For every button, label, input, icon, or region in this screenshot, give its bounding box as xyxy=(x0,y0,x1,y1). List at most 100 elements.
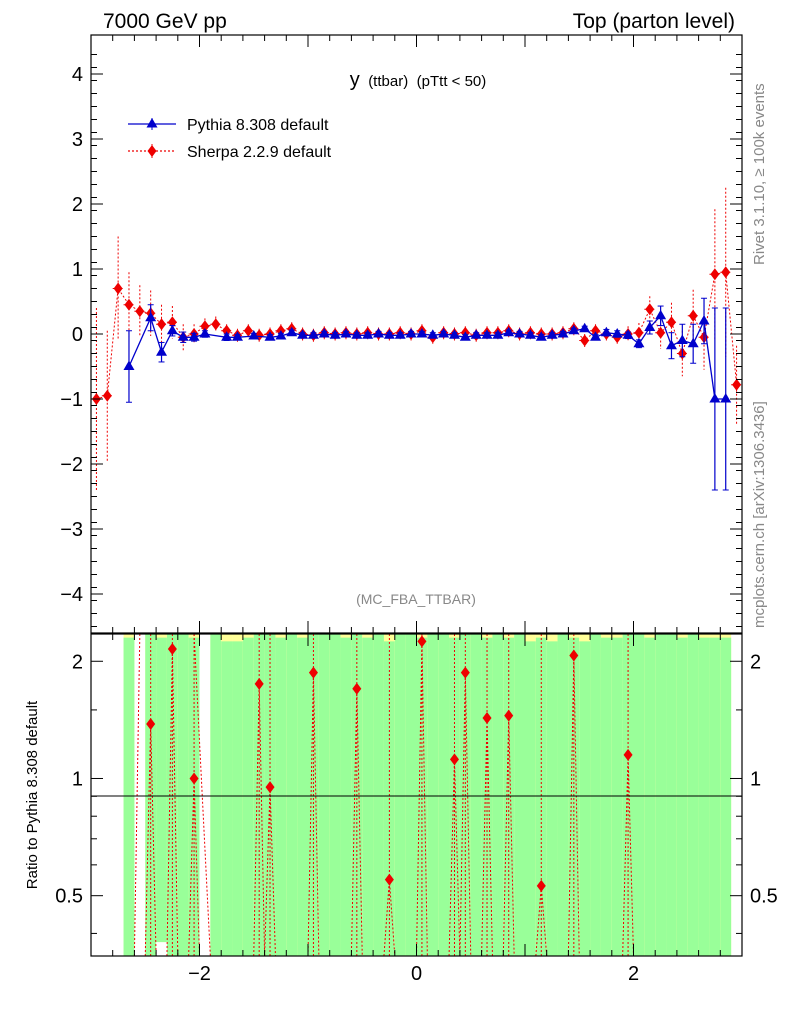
legend-pythia-marker xyxy=(146,118,158,128)
ratio-band-green xyxy=(210,634,222,956)
ratio-sherpa-segment xyxy=(508,715,515,956)
ratio-band-green xyxy=(676,637,688,956)
ratio-sherpa-edge xyxy=(193,634,211,956)
pythia-point xyxy=(177,331,189,341)
ratio-ylabel: Ratio to Pythia 8.308 default xyxy=(24,700,41,889)
rivet-label: Rivet 3.1.10, ≥ 100k events xyxy=(751,83,768,265)
ratio-sherpa-segment xyxy=(171,649,179,956)
pythia-point xyxy=(709,393,721,403)
ratio-band-green xyxy=(514,634,525,956)
ratio-sherpa-segment xyxy=(188,778,195,956)
pythia-point xyxy=(448,329,460,339)
ratio-band-green xyxy=(232,641,243,956)
ratio-sherpa-point xyxy=(384,873,394,886)
ratio-band-green xyxy=(188,637,200,956)
ratio-sherpa-point xyxy=(482,711,492,724)
sherpa-point xyxy=(666,316,676,329)
main-series xyxy=(91,187,742,491)
ratio-band-green xyxy=(373,634,384,956)
ratio-band-green xyxy=(405,634,417,956)
pythia-point xyxy=(199,328,211,338)
ratio-band-green xyxy=(535,637,547,956)
ratio-xtick-label: 0 xyxy=(411,963,422,985)
ratio-sherpa-segment xyxy=(166,649,173,956)
sherpa-point xyxy=(710,268,720,281)
pythia-point xyxy=(427,329,439,339)
header-right: Top (parton level) xyxy=(573,10,735,33)
pythia-point xyxy=(579,322,591,333)
pythia-point xyxy=(720,393,732,403)
legend-pythia-label: Pythia 8.308 default xyxy=(187,117,329,134)
legend-entry-sherpa: Sherpa 2.2.9 default xyxy=(128,144,332,161)
ratio-sherpa-segment xyxy=(312,672,320,956)
pythia-point xyxy=(297,329,309,339)
ratio-sherpa-segment xyxy=(356,688,363,956)
pythia-point xyxy=(492,329,504,339)
ratio-sherpa-segment xyxy=(627,754,634,956)
ratio-ytick-label-right: 0.5 xyxy=(750,886,778,908)
ratio-band-green xyxy=(286,634,298,956)
pythia-point xyxy=(307,329,319,339)
ratio-sherpa-point xyxy=(254,677,264,690)
ratio-band-green xyxy=(470,634,482,956)
ratio-band-green xyxy=(221,641,233,956)
pythia-point xyxy=(503,326,515,337)
main-ytick-label: −3 xyxy=(60,519,83,541)
pythia-point xyxy=(622,329,634,339)
pythia-point xyxy=(231,331,243,341)
sherpa-point xyxy=(135,305,145,318)
sherpa-point xyxy=(645,303,655,316)
ratio-sherpa-segment xyxy=(464,672,472,956)
ratio-sherpa-segment xyxy=(258,683,266,956)
ratio-sherpa-point xyxy=(569,649,579,662)
sherpa-point xyxy=(102,389,112,402)
ratio-band-green xyxy=(655,634,667,956)
legend-entry-pythia: Pythia 8.308 default xyxy=(128,117,329,134)
ratio-sherpa-segment xyxy=(502,715,510,956)
pythia-point xyxy=(329,329,341,339)
pythia-point xyxy=(221,331,233,341)
pythia-point xyxy=(546,329,558,339)
pythia-point xyxy=(644,321,656,331)
ratio-bands xyxy=(123,634,732,956)
ratio-band-green xyxy=(156,637,167,943)
ratio-sherpa-segment xyxy=(350,688,358,956)
ratio-band-green xyxy=(394,634,406,956)
sherpa-point xyxy=(634,326,644,339)
ratio-sherpa-segment xyxy=(150,724,157,956)
pythia-point xyxy=(557,328,569,338)
pythia-point xyxy=(611,328,623,338)
ratio-band-green xyxy=(492,634,504,956)
ratio-sherpa-segment xyxy=(622,754,629,956)
ratio-sherpa-segment xyxy=(448,759,455,956)
pythia-point xyxy=(459,331,471,341)
ratio-sherpa-segment xyxy=(193,778,200,956)
ratio-sherpa-point xyxy=(189,772,199,785)
main-ytick-label: 4 xyxy=(72,64,83,86)
ratio-sherpa-segment xyxy=(421,641,428,956)
sherpa-point xyxy=(591,324,601,337)
main-ytick-label: 0 xyxy=(72,324,83,346)
ratio-ytick-label-right: 1 xyxy=(750,768,761,790)
ratio-band-green xyxy=(340,637,352,956)
pythia-point xyxy=(362,329,374,339)
ratio-xtick-label: 2 xyxy=(628,963,639,985)
pythia-point xyxy=(416,328,428,338)
ratio-band-green xyxy=(449,637,460,956)
pythia-line xyxy=(128,314,726,400)
ratio-sherpa-point xyxy=(308,666,318,679)
sherpa-point xyxy=(656,326,666,339)
main-ytick-label: −4 xyxy=(60,584,83,606)
sherpa-point xyxy=(580,334,590,347)
pythia-point xyxy=(264,331,276,341)
ratio-band-green xyxy=(177,634,189,956)
ratio-band-green xyxy=(503,637,515,956)
ratio-sherpa-segment xyxy=(459,672,466,956)
ratio-sherpa-point xyxy=(623,748,633,761)
ratio-sherpa-point xyxy=(460,666,470,679)
pythia-point xyxy=(373,328,385,338)
ratio-sherpa-point xyxy=(265,781,275,794)
pythia-point xyxy=(405,328,417,338)
ratio-band-green xyxy=(579,641,591,956)
pythia-point xyxy=(318,328,330,338)
